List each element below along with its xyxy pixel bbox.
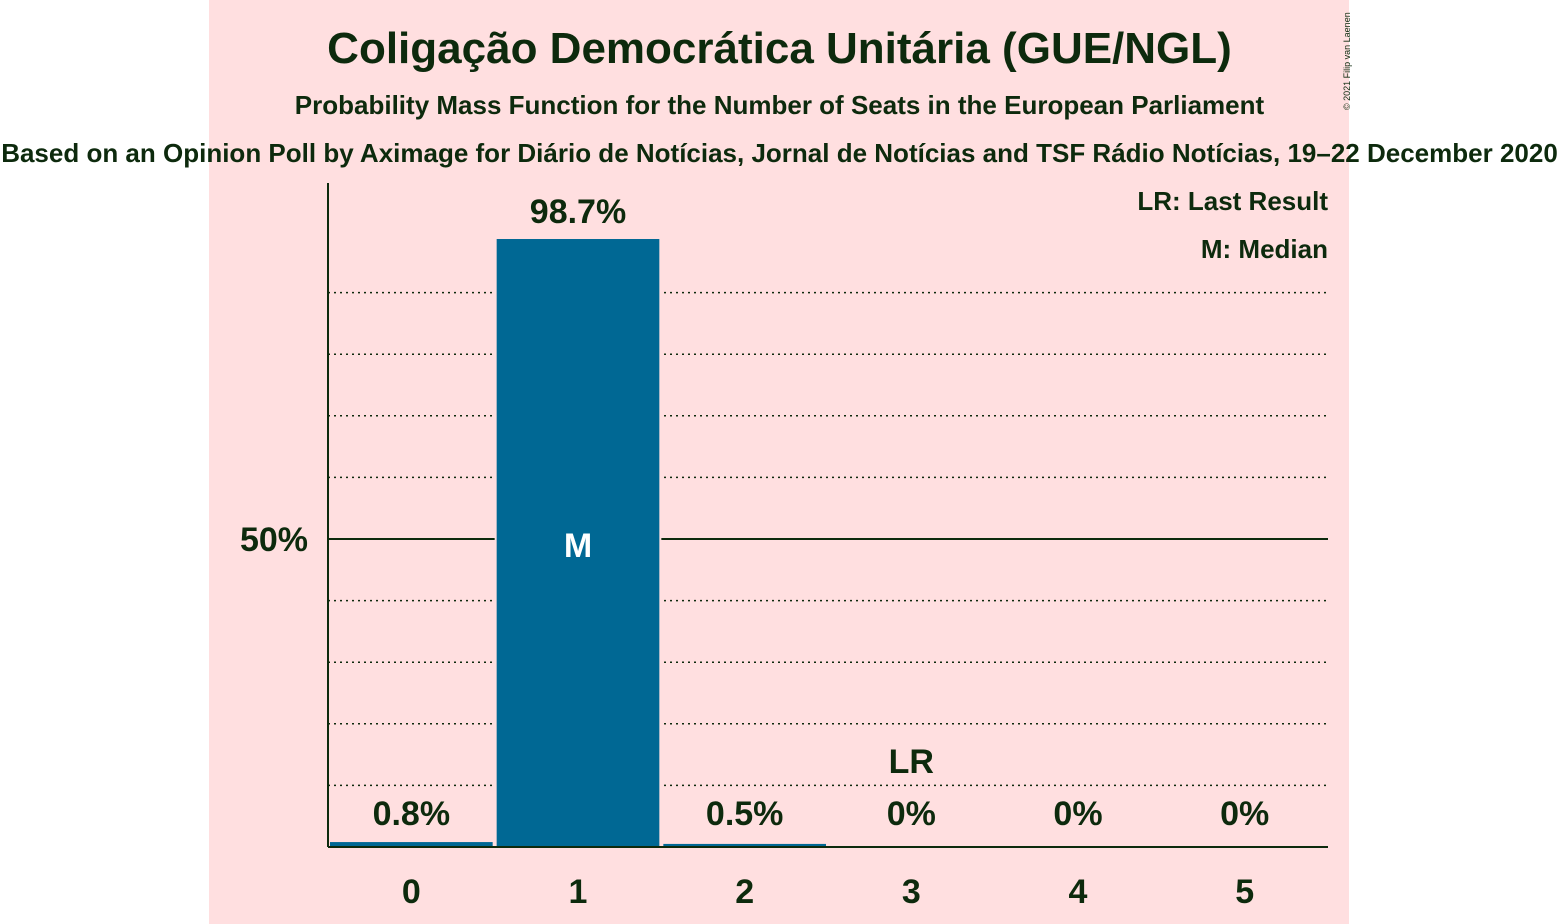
x-tick-label: 1: [569, 873, 588, 911]
bar-value-label: 0.8%: [373, 795, 451, 833]
x-tick-label: 3: [902, 873, 921, 911]
median-marker: M: [564, 527, 592, 565]
x-tick-label: 0: [402, 873, 421, 911]
bar: [663, 843, 826, 847]
chart-background: [209, 0, 1349, 924]
chart-source: Based on an Opinion Poll by Aximage for …: [1, 138, 1558, 168]
bar: [330, 842, 493, 847]
legend-last-result: LR: Last Result: [1137, 186, 1328, 216]
chart-title: Coligação Democrática Unitária (GUE/NGL): [327, 24, 1232, 73]
bar-value-label: 98.7%: [530, 193, 626, 231]
last-result-marker: LR: [889, 743, 934, 781]
x-tick-label: 4: [1069, 873, 1088, 911]
x-tick-label: 5: [1235, 873, 1254, 911]
x-tick-label: 2: [735, 873, 754, 911]
legend-median: M: Median: [1201, 234, 1328, 264]
chart-subtitle: Probability Mass Function for the Number…: [294, 90, 1265, 120]
y-tick-label: 50%: [240, 521, 308, 559]
bar-value-label: 0%: [1220, 795, 1269, 833]
bar-value-label: 0%: [1053, 795, 1102, 833]
bar-value-label: 0.5%: [706, 795, 784, 833]
bar-value-label: 0%: [887, 795, 936, 833]
bar: [496, 239, 660, 847]
